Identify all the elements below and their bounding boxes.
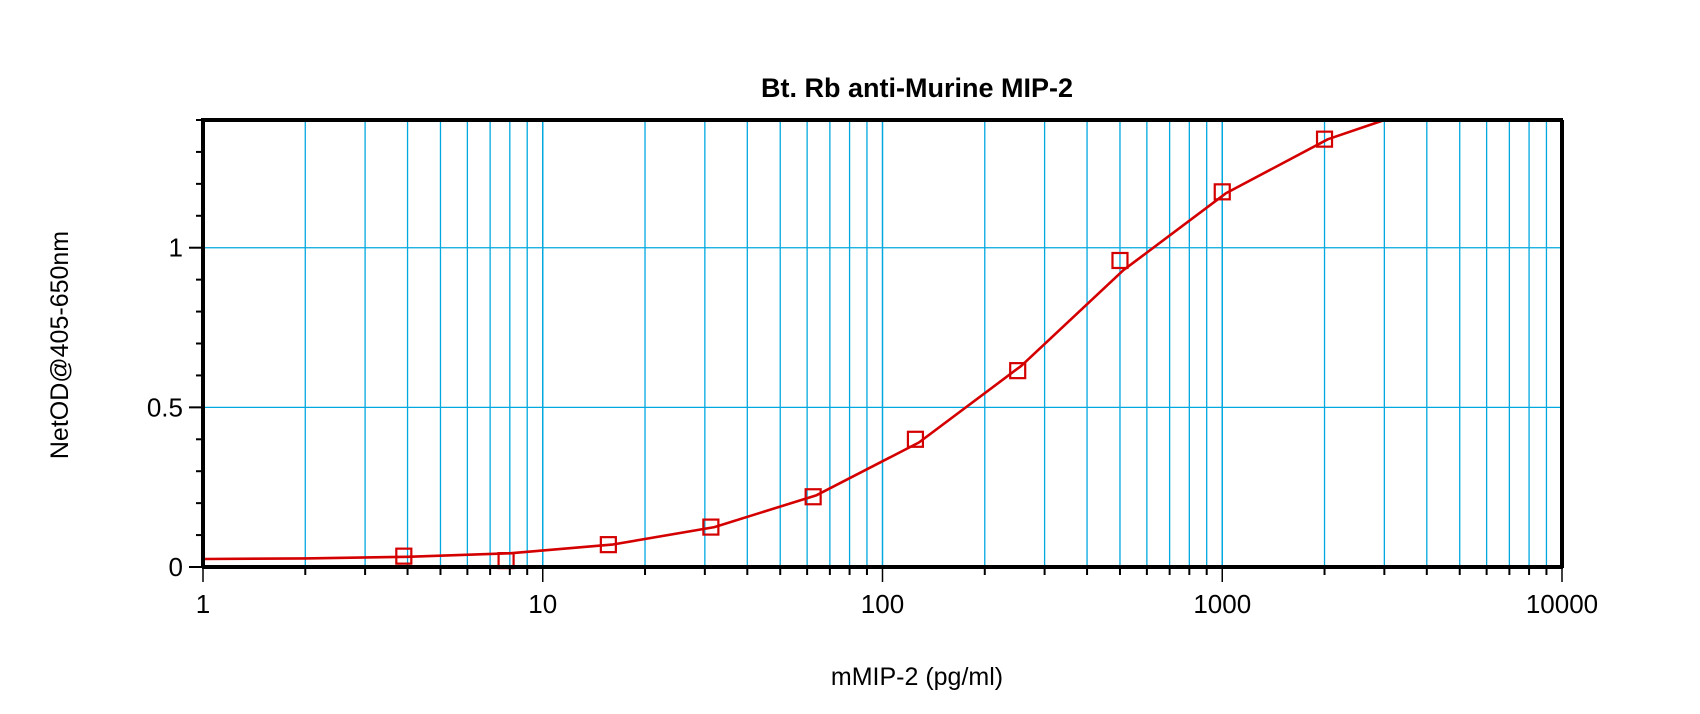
plot-series	[202, 118, 1385, 570]
y-axis-label: NetOD@405-650nm	[46, 231, 74, 459]
x-tick-label: 1	[196, 589, 210, 619]
x-tick-label: 1000	[1193, 589, 1251, 619]
x-tick-label: 100	[861, 589, 904, 619]
fitted-curve-line	[202, 118, 1385, 561]
data-point-square-marker	[1009, 362, 1027, 380]
data-point-square-marker	[702, 518, 720, 536]
x-tick-label: 10	[528, 589, 557, 619]
data-point-square-marker	[1315, 130, 1334, 148]
data-point-square-marker	[804, 488, 822, 506]
axes: 0 0.5 1 1 10 100 1000 10000	[147, 118, 1598, 619]
gridlines	[203, 120, 1562, 567]
data-point-square-marker	[906, 430, 925, 448]
x-tick-label: 10000	[1526, 589, 1598, 619]
chart-title: Bt. Rb anti-Murine MIP-2	[761, 73, 1073, 103]
x-axis-label: mMIP-2 (pg/ml)	[831, 663, 1003, 691]
y-tick-label: 1	[169, 233, 183, 263]
y-tick-label: 0	[169, 552, 183, 582]
y-tick-label: 0.5	[147, 392, 183, 422]
data-point-square-marker	[1213, 183, 1231, 201]
data-point-square-marker	[395, 547, 413, 565]
data-point-square-marker	[599, 536, 617, 554]
data-point-square-marker	[1111, 251, 1129, 270]
